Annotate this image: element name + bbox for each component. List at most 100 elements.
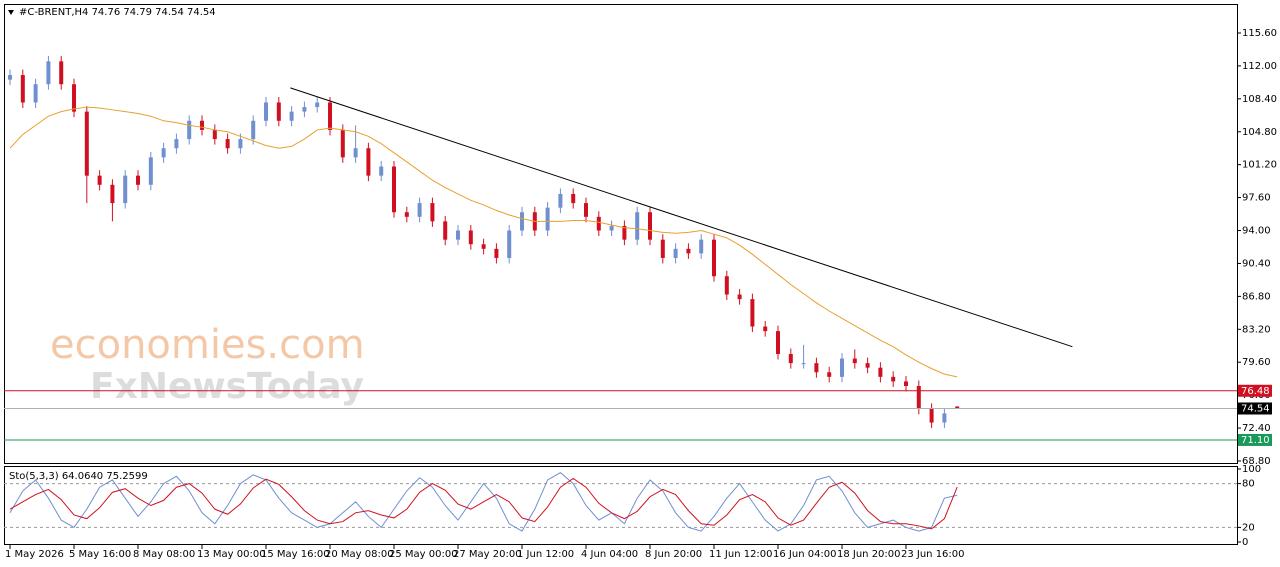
y-tick-label: 104.80 [1242,127,1277,138]
price-level-box [1238,402,1272,415]
x-tick-label: 11 Jun 12:00 [709,549,773,560]
candle-body [200,120,205,130]
candle-body [878,367,883,377]
candle-body [46,61,51,85]
candle-body [763,326,768,332]
x-tick-label: 16 Jun 04:00 [773,549,837,560]
price-level-box [1238,384,1272,397]
candle-body [417,203,422,217]
candle-body [891,376,896,382]
candle-body [72,84,77,112]
y-tick-label: 100 [1242,464,1261,475]
watermark: economies.com [50,322,365,368]
y-tick-label: 112.00 [1242,61,1277,72]
candle-body [929,408,934,423]
price-level-label: 76.48 [1241,386,1270,397]
indicator-panel [4,466,1238,545]
candle-body [315,102,320,108]
candle-body [737,294,742,300]
x-tick-label: 8 May 08:00 [133,549,195,560]
y-tick-label: 115.60 [1242,28,1277,39]
x-tick-label: 25 May 00:00 [389,549,458,560]
candle-body [622,225,627,240]
candle-body [366,148,371,176]
y-tick-label: 97.60 [1242,193,1271,204]
candle-body [59,61,64,85]
candle-body [276,102,281,121]
watermark: FxNewsToday [90,366,364,407]
price-level-box [1238,433,1272,446]
candle-body [289,111,294,121]
candle-body [174,139,179,149]
candle-body [903,381,908,386]
y-tick-label: 72.40 [1242,423,1271,434]
y-tick-label: 20 [1242,522,1255,533]
candle-body [353,148,358,158]
candle-body [699,239,704,254]
candle-body [839,358,844,377]
candle-body [212,129,217,140]
moving-average [9,106,958,378]
candle-body [225,139,230,149]
y-tick-label: 80 [1242,479,1255,490]
candle-body [596,216,601,231]
y-tick-label: 108.40 [1242,94,1277,105]
x-tick-label: 1 May 2026 [5,549,64,560]
candle-body [8,75,13,80]
candle-body [123,175,128,204]
candle-body [404,212,409,217]
candle-body [110,184,115,204]
y-tick-label: 0 [1242,537,1248,548]
candle-body [955,406,960,409]
candle-body [340,129,345,158]
candle-body [264,102,269,121]
candle-body [33,84,38,103]
x-tick-label: 15 May 16:00 [261,549,330,560]
candle-body [161,148,166,158]
candle-body [84,111,89,176]
x-tick-label: 1 Jun 12:00 [517,549,574,560]
y-tick-label: 68.80 [1242,456,1271,467]
y-tick-label: 101.20 [1242,160,1277,171]
candle-body [430,203,435,222]
candle-body [865,363,870,368]
candle-body [571,193,576,204]
candle-body [328,102,333,130]
candle-body [724,276,729,295]
candle-body [852,358,857,364]
candle-body [238,139,243,149]
candle-body [468,230,473,245]
candle-body [788,353,793,364]
candle-body [814,363,819,373]
x-tick-label: 8 Jun 20:00 [645,549,702,560]
main-panel [4,4,1238,464]
candle-body [686,248,691,254]
candle-body [136,175,141,185]
candle-body [827,372,832,377]
candle-body [545,207,550,231]
candle-body [481,244,486,249]
candle-body [673,248,678,258]
indicator-title: Sto(5,3,3) 64.0640 75.2599 [9,471,148,482]
candle-body [916,385,921,409]
series-line [9,472,958,532]
menu-arrow[interactable] [8,10,14,15]
trendline [290,87,1073,348]
candle-body [148,157,153,185]
candle-body [942,413,947,423]
candle-body [379,166,384,176]
x-tick-label: 20 May 08:00 [325,549,394,560]
candle-body [20,75,25,103]
candle-body [776,331,781,354]
y-tick-label: 86.80 [1242,291,1271,302]
candle-body [801,363,806,365]
y-tick-label: 79.60 [1242,357,1271,368]
candle-body [558,193,563,208]
x-tick-label: 18 Jun 20:00 [837,549,901,560]
x-tick-label: 4 Jun 04:00 [581,549,638,560]
candle-body [97,175,102,185]
candle-body [302,107,307,112]
x-tick-label: 13 May 00:00 [197,549,266,560]
